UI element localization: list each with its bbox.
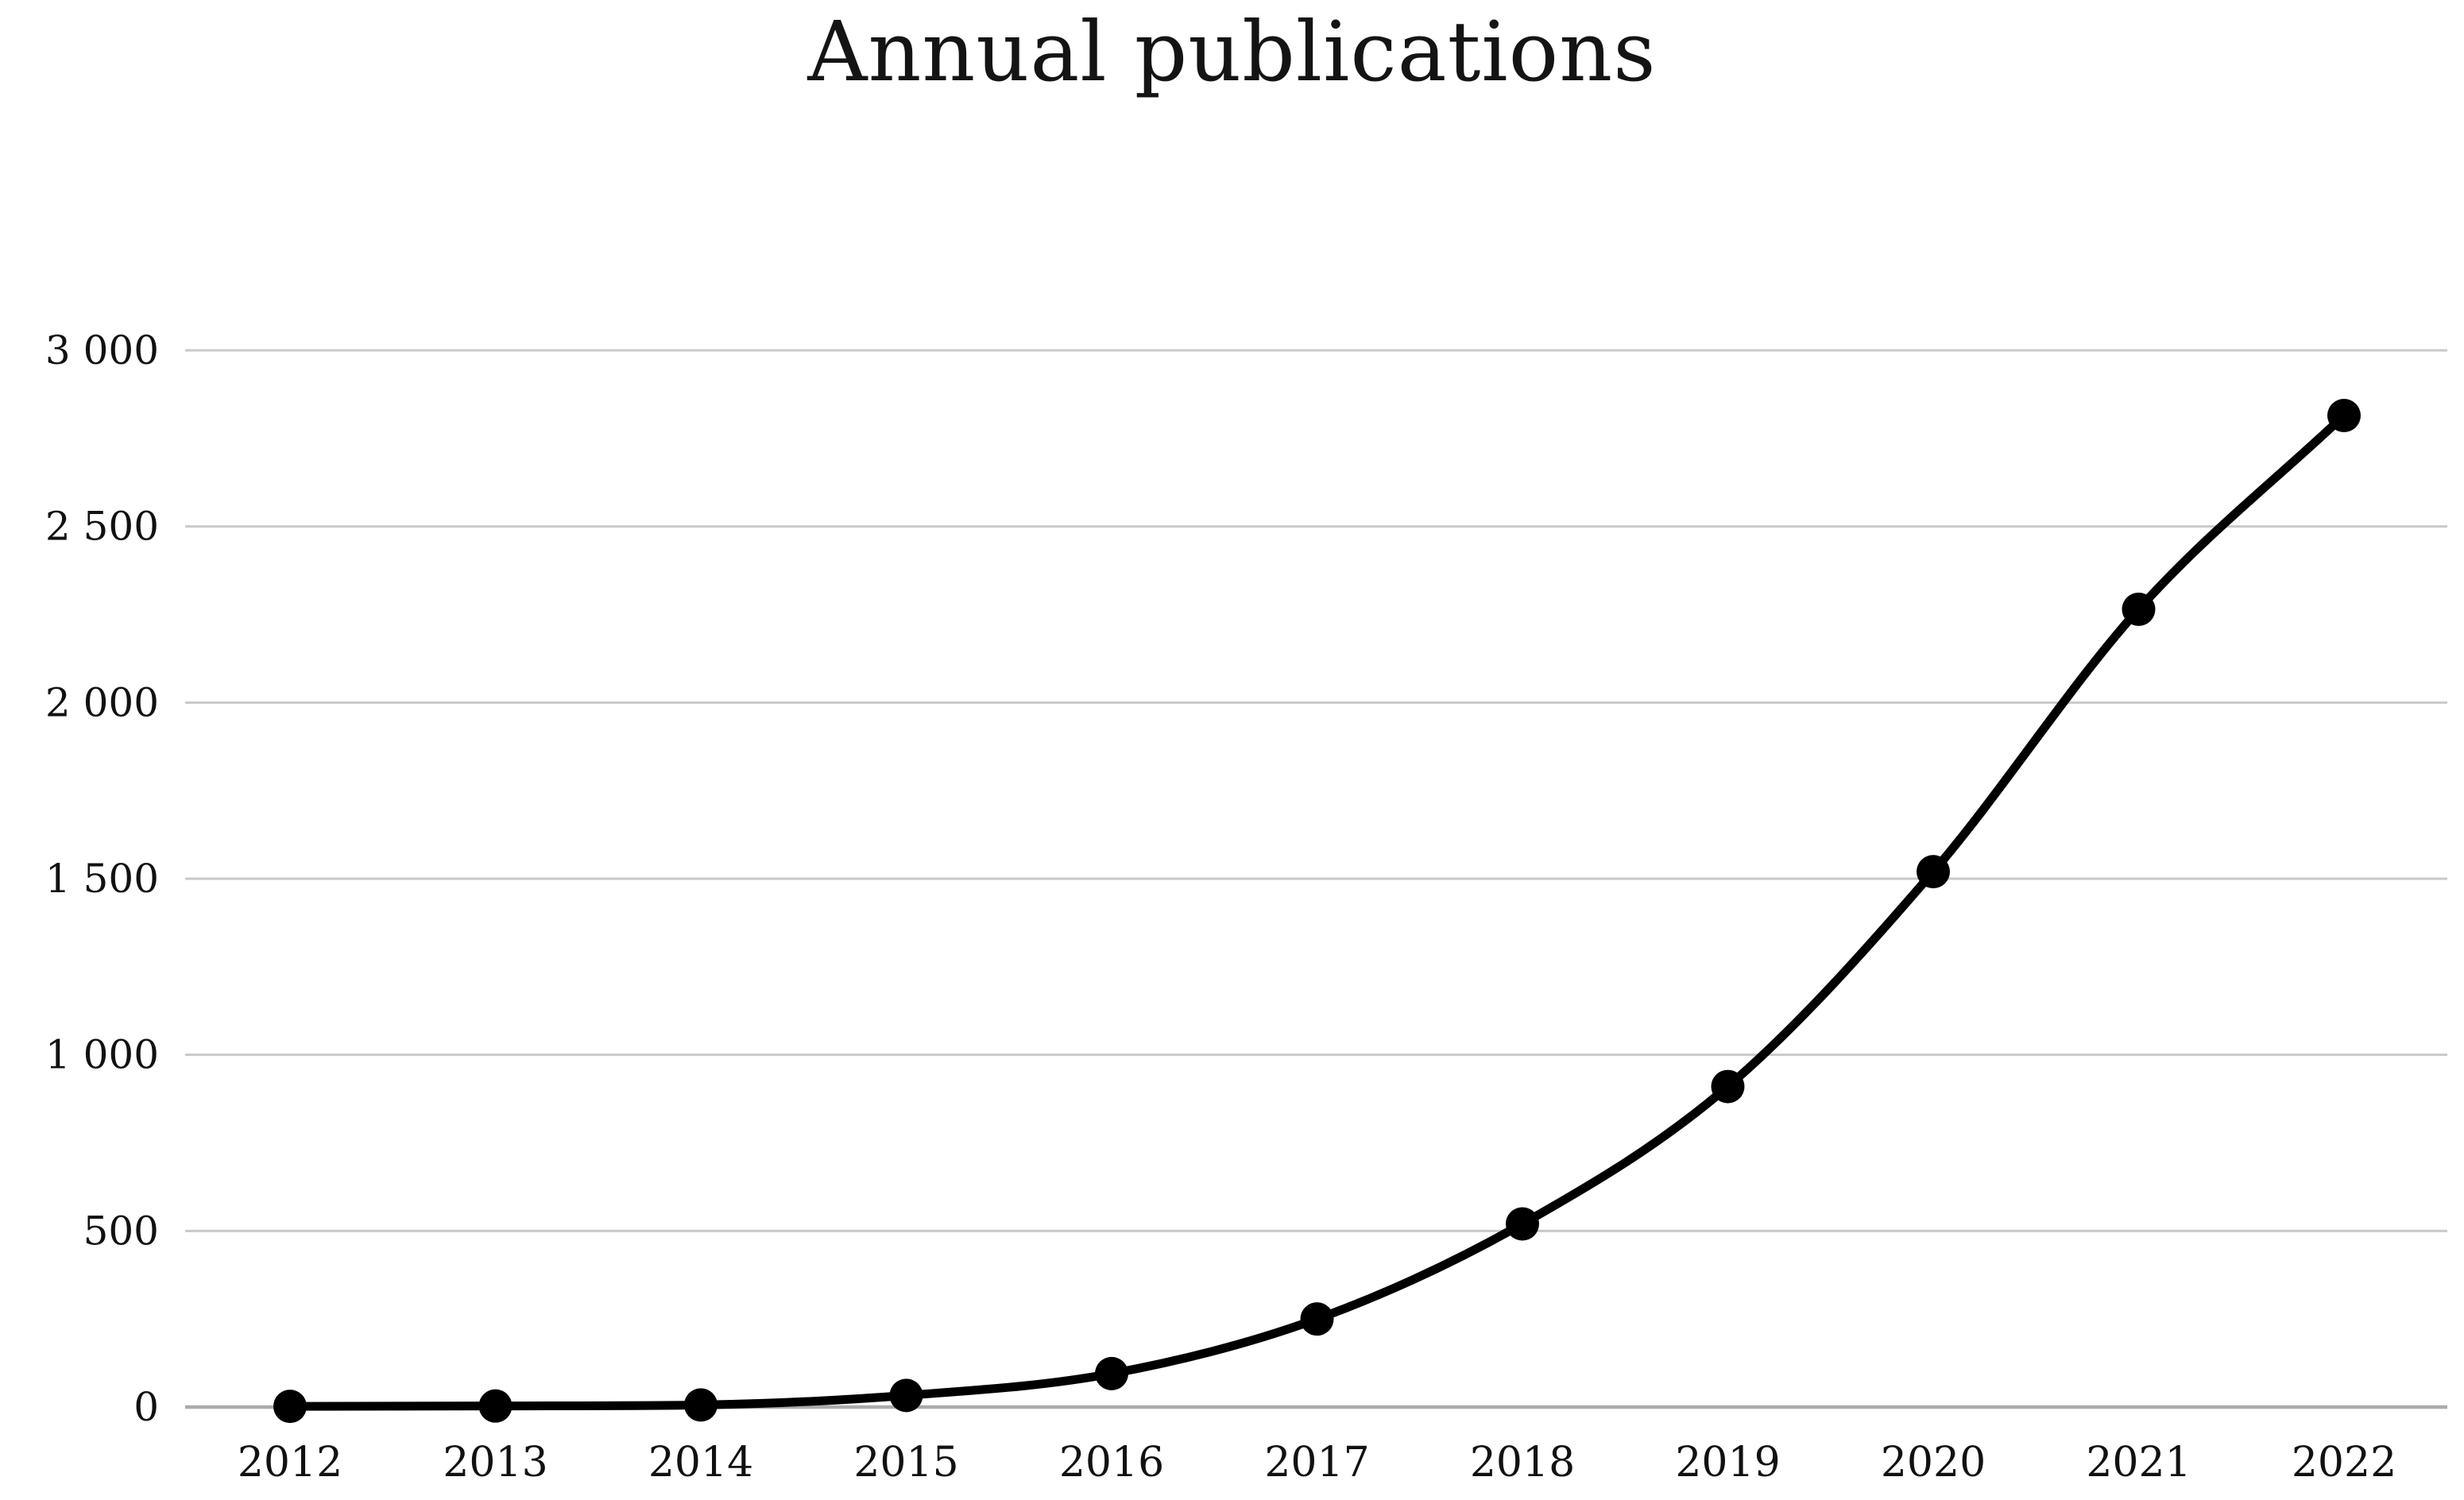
y-tick-label: 500 [83, 1208, 159, 1254]
x-tick-label: 2015 [853, 1439, 958, 1486]
data-point [2122, 592, 2156, 626]
y-tick-label: 3 000 [45, 327, 159, 373]
y-tick-label: 2 500 [45, 504, 159, 550]
data-point [684, 1388, 718, 1422]
y-tick-label: 1 000 [45, 1032, 159, 1078]
chart-title: Annual publications [807, 3, 1657, 100]
data-point [1095, 1356, 1128, 1390]
data-point [889, 1378, 923, 1413]
y-tick-label: 0 [133, 1384, 159, 1430]
x-tick-label: 2016 [1059, 1439, 1164, 1486]
x-tick-label: 2022 [2292, 1439, 2396, 1486]
x-tick-label: 2014 [648, 1439, 753, 1486]
x-tick-label: 2020 [1881, 1439, 1986, 1486]
data-point [1506, 1207, 1539, 1241]
y-tick-label: 1 500 [45, 856, 159, 902]
x-tick-label: 2018 [1470, 1439, 1575, 1486]
x-tick-label: 2017 [1264, 1439, 1369, 1486]
series-line [285, 411, 2349, 1411]
data-point [1917, 855, 1950, 889]
x-tick-label: 2012 [238, 1439, 342, 1486]
data-point [273, 1390, 307, 1424]
data-point [1711, 1069, 1745, 1104]
data-point [1300, 1302, 1334, 1336]
x-tick-label: 2013 [443, 1439, 547, 1486]
x-tick-label: 2019 [1675, 1439, 1780, 1486]
data-point [478, 1389, 513, 1423]
y-tick-label: 2 000 [45, 679, 159, 725]
x-tick-label: 2021 [2086, 1439, 2191, 1486]
data-point [2327, 399, 2361, 433]
